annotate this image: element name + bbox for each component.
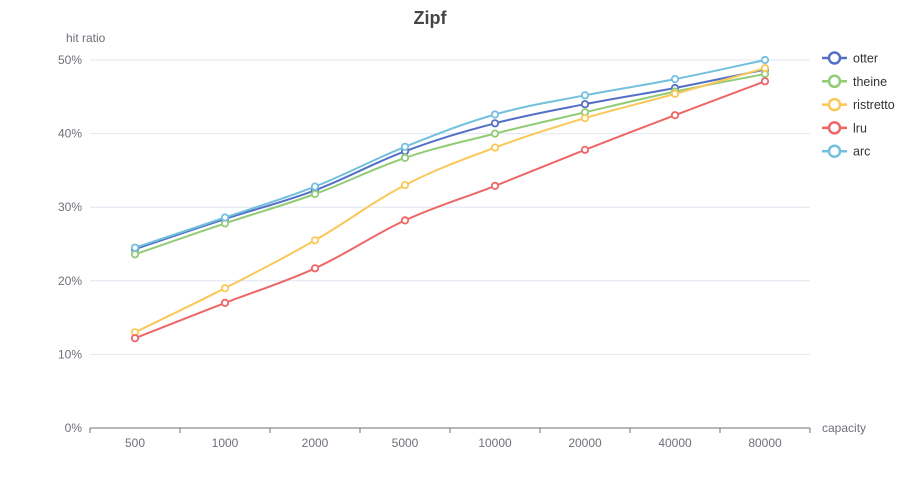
data-point-theine (400, 153, 410, 162)
legend-circle-marker (827, 121, 842, 135)
series-line-arc (134, 59, 766, 249)
x-tick-label: 2000 (302, 436, 329, 450)
data-point-arc (400, 142, 410, 151)
data-point-ristretto (400, 181, 410, 190)
legend-circle-marker (827, 144, 842, 158)
data-point-arc (760, 55, 770, 65)
legend-label: ristretto (853, 98, 895, 112)
data-point-lru (220, 298, 230, 307)
series-lru (130, 77, 770, 343)
x-tick-label: 1000 (212, 436, 239, 450)
data-point-theine (130, 250, 140, 259)
legend-label: theine (853, 75, 887, 89)
data-point-otter (490, 119, 500, 128)
y-tick-label: 0% (65, 421, 83, 435)
y-tick-label: 40% (58, 127, 82, 141)
y-axis-name: hit ratio (66, 31, 106, 45)
legend-item-lru[interactable]: lru (822, 121, 867, 135)
series-line-theine (134, 73, 766, 256)
x-tick-label: 20000 (568, 436, 602, 450)
data-point-lru (580, 145, 590, 154)
y-tick-label: 50% (58, 53, 82, 67)
data-point-otter (580, 100, 590, 109)
data-point-lru (400, 216, 410, 225)
x-tick-label: 5000 (392, 436, 419, 450)
data-point-lru (670, 111, 680, 120)
data-point-ristretto (220, 284, 230, 293)
data-point-arc (310, 182, 320, 191)
legend-circle-marker (827, 51, 842, 65)
data-point-lru (760, 77, 770, 86)
legend-circle-marker (827, 97, 842, 112)
series-ristretto (130, 64, 770, 337)
legend-item-ristretto[interactable]: ristretto (822, 97, 895, 112)
chart-title: Zipf (413, 8, 447, 28)
data-point-arc (130, 243, 140, 252)
y-tick-label: 10% (58, 347, 82, 361)
x-tick-label: 80000 (748, 436, 782, 450)
data-point-arc (580, 91, 590, 100)
y-tick-label: 20% (58, 274, 82, 288)
data-point-ristretto (310, 236, 320, 245)
data-point-theine (490, 129, 500, 138)
legend-item-theine[interactable]: theine (822, 74, 887, 89)
legend-label: otter (853, 52, 878, 66)
legend-label: lru (853, 121, 867, 135)
data-point-lru (490, 181, 500, 190)
series-theine (130, 69, 770, 259)
data-point-ristretto (670, 89, 680, 99)
data-point-arc (220, 213, 230, 222)
data-point-lru (130, 334, 140, 343)
data-point-lru (310, 264, 320, 273)
data-point-ristretto (580, 114, 590, 123)
series-line-otter (134, 68, 766, 251)
x-tick-label: 40000 (658, 436, 692, 450)
series-line-ristretto (134, 67, 766, 334)
x-tick-label: 500 (125, 436, 145, 450)
legend-item-arc[interactable]: arc (822, 144, 870, 159)
x-axis-name: capacity (822, 421, 866, 435)
y-tick-label: 30% (58, 200, 82, 214)
data-point-ristretto (760, 64, 770, 73)
series-arc (130, 55, 770, 252)
series-line-lru (134, 80, 766, 340)
data-point-arc (670, 75, 680, 84)
x-tick-label: 10000 (478, 436, 512, 450)
legend-circle-marker (827, 74, 842, 89)
legend-label: arc (853, 145, 870, 159)
data-point-theine (310, 189, 320, 199)
legend-item-otter[interactable]: otter (822, 51, 878, 66)
data-point-ristretto (490, 143, 500, 152)
data-point-arc (490, 110, 500, 119)
